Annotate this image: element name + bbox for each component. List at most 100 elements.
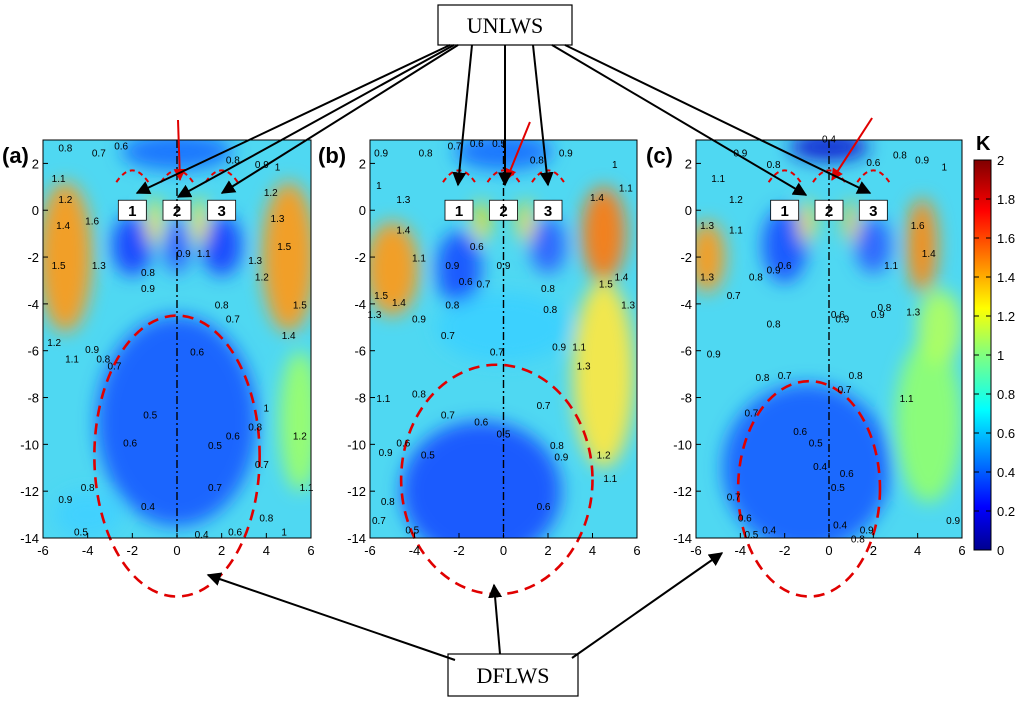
y-tick-label: -2 bbox=[680, 250, 692, 265]
contour-label: 0.7 bbox=[441, 331, 455, 342]
building-1 bbox=[117, 199, 147, 221]
contour-label: 0.7 bbox=[477, 279, 491, 290]
contour-label: 1.4 bbox=[396, 226, 410, 237]
x-tick-label: -6 bbox=[690, 543, 702, 558]
contour-label: 1.5 bbox=[52, 261, 66, 272]
contour-label: 1.1 bbox=[65, 354, 79, 365]
contour-label: 0.8 bbox=[248, 422, 262, 433]
contour-label: 0.6 bbox=[537, 502, 551, 513]
contour-label: 1.2 bbox=[597, 450, 611, 461]
unlws-label: UNLWS bbox=[467, 13, 544, 38]
contour-label: 0.6 bbox=[793, 427, 807, 438]
unlws-arrow bbox=[176, 44, 455, 198]
contour-label: 0.5 bbox=[831, 483, 845, 494]
x-tick-label: 6 bbox=[633, 543, 640, 558]
contour-label: 0.7 bbox=[108, 361, 122, 372]
dflws-arrow bbox=[488, 583, 503, 655]
unlws-arrow bbox=[564, 44, 872, 194]
colorbar-title: K bbox=[976, 133, 991, 155]
unlws-arc bbox=[486, 169, 521, 183]
contour-label: 0.6 bbox=[840, 469, 854, 480]
colorbar-tick-label: 1.6 bbox=[997, 231, 1015, 246]
contour-label: 0.6 bbox=[778, 261, 792, 272]
contour-label: 1.3 bbox=[248, 256, 262, 267]
contour-label: 0.6 bbox=[831, 310, 845, 321]
contour-label: 0.5 bbox=[492, 139, 506, 150]
contour-label: 1 bbox=[275, 162, 281, 173]
building-label: 1 bbox=[780, 203, 788, 220]
contour-label: 0.9 bbox=[554, 453, 568, 464]
field-region bbox=[696, 221, 725, 293]
contour-label: 1.3 bbox=[367, 310, 381, 321]
contour-label: 0.6 bbox=[470, 139, 484, 150]
contour-label: 1.4 bbox=[392, 298, 406, 309]
wind-arrow bbox=[831, 117, 873, 181]
field-region bbox=[917, 289, 962, 365]
contour-label: 0.6 bbox=[866, 158, 880, 169]
contour-label: 1.2 bbox=[47, 338, 61, 349]
contour-label: 0.8 bbox=[58, 144, 72, 155]
y-tick-label: 0 bbox=[685, 203, 692, 218]
contour-label: 0.9 bbox=[915, 155, 929, 166]
contour-label: 1.2 bbox=[58, 195, 72, 206]
contour-label: 1.1 bbox=[711, 174, 725, 185]
unlws-label-box: UNLWS bbox=[437, 4, 573, 46]
y-tick-label: -6 bbox=[27, 344, 39, 359]
field-region bbox=[844, 200, 858, 244]
contour-label: 1.5 bbox=[374, 291, 388, 302]
contour-label: 0.6 bbox=[228, 528, 242, 539]
contour-label: 0.8 bbox=[550, 441, 564, 452]
contour-label: 1.4 bbox=[614, 272, 628, 283]
contour-label: 1.1 bbox=[572, 343, 586, 354]
contour-label: 0.7 bbox=[255, 460, 269, 471]
contour-label: 0.8 bbox=[849, 371, 863, 382]
contour-label: 0.5 bbox=[744, 530, 758, 541]
x-tick-label: -6 bbox=[364, 543, 376, 558]
contour-label: 0.9 bbox=[374, 148, 388, 159]
contour-label: 1.5 bbox=[277, 242, 291, 253]
contour-label: 0.6 bbox=[470, 242, 484, 253]
field-region bbox=[121, 140, 233, 171]
contour-label: 0.6 bbox=[396, 439, 410, 450]
contour-label: 0.8 bbox=[541, 284, 555, 295]
field-region bbox=[279, 350, 311, 492]
y-tick-label: -14 bbox=[347, 531, 366, 546]
field-region bbox=[895, 339, 962, 503]
contour-label: 0.7 bbox=[744, 408, 758, 419]
contour-label: 0.7 bbox=[372, 516, 386, 527]
contour-label: 1.1 bbox=[884, 261, 898, 272]
contour-label: 1.1 bbox=[52, 174, 66, 185]
colorbar-tick-label: 1.2 bbox=[997, 309, 1015, 324]
unlws-arc bbox=[767, 169, 802, 183]
contour-label: 1 bbox=[376, 181, 382, 192]
panel-a: 1230.80.70.61.11.21.41.61.51.30.80.90.91… bbox=[2, 119, 315, 598]
y-tick-label: 0 bbox=[359, 203, 366, 218]
y-tick-label: -6 bbox=[354, 344, 366, 359]
contour-label: 1.4 bbox=[590, 193, 604, 204]
x-tick-label: 4 bbox=[914, 543, 921, 558]
contour-label: 1.2 bbox=[729, 195, 743, 206]
contour-label: 0.4 bbox=[141, 502, 155, 513]
field-region bbox=[530, 217, 566, 274]
annotation-arrows bbox=[135, 44, 872, 661]
contour-label: 0.6 bbox=[738, 514, 752, 525]
contour-label: 1.2 bbox=[293, 432, 307, 443]
x-tick-label: -2 bbox=[453, 543, 465, 558]
contour-label: 0.4 bbox=[195, 530, 209, 541]
y-tick-label: 2 bbox=[685, 156, 692, 171]
y-tick-label: -8 bbox=[680, 391, 692, 406]
field-region bbox=[191, 198, 208, 246]
contour-label: 0.9 bbox=[552, 343, 566, 354]
field-region bbox=[473, 200, 490, 244]
y-tick-label: 2 bbox=[32, 156, 39, 171]
building-3 bbox=[858, 199, 888, 221]
contour-label: 0.9 bbox=[255, 160, 269, 171]
contour-label: 0.8 bbox=[756, 373, 770, 384]
contour-label: 1.1 bbox=[300, 483, 314, 494]
contour-label: 1.3 bbox=[271, 214, 285, 225]
building-label: 1 bbox=[455, 203, 463, 220]
contour-label: 0.8 bbox=[530, 155, 544, 166]
building-label: 3 bbox=[217, 203, 225, 220]
x-tick-label: 2 bbox=[870, 543, 877, 558]
field-region bbox=[112, 214, 153, 276]
